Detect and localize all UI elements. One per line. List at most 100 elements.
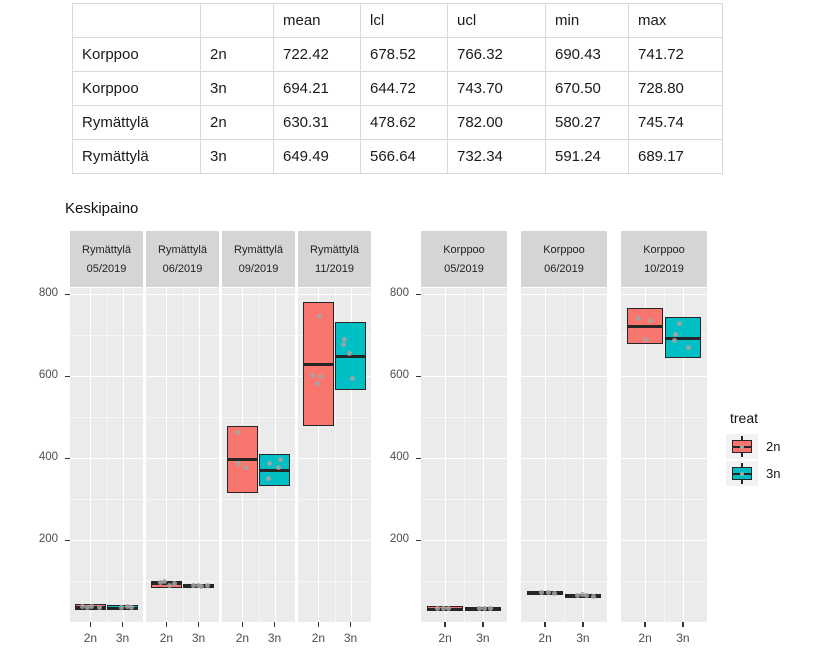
boxplot-box-2n bbox=[227, 425, 258, 494]
jitter-point bbox=[538, 589, 544, 595]
boxplot-median-line bbox=[627, 325, 664, 329]
chart-panel bbox=[222, 288, 295, 622]
x-axis-tick bbox=[644, 622, 646, 627]
y-axis-tick-label: 200 bbox=[38, 533, 58, 546]
table-cell: Rymättylä bbox=[72, 105, 201, 140]
x-axis-tick-label: 2n bbox=[438, 631, 452, 645]
table-cell: 2n bbox=[200, 37, 274, 72]
x-axis-tick bbox=[544, 622, 546, 627]
table-header-cell: max bbox=[628, 3, 723, 38]
jitter-point bbox=[676, 320, 682, 326]
x-axis-tick-label: 3n bbox=[576, 631, 590, 645]
jitter-point bbox=[89, 603, 95, 609]
gridline bbox=[350, 288, 352, 622]
facet-site-label: Rymättylä bbox=[158, 243, 207, 256]
table-cell: 728.80 bbox=[628, 71, 723, 106]
x-axis-tick-label: 3n bbox=[343, 631, 358, 645]
y-axis-tick-label: 600 bbox=[389, 369, 409, 382]
y-axis-tick bbox=[65, 293, 70, 296]
table-cell: 566.64 bbox=[360, 139, 448, 174]
table-cell: 766.32 bbox=[447, 37, 546, 72]
jitter-point bbox=[315, 380, 321, 386]
gridline bbox=[482, 288, 484, 622]
table-cell: 630.31 bbox=[273, 105, 361, 140]
y-axis-tick-label: 600 bbox=[38, 369, 58, 382]
gridline bbox=[545, 288, 547, 622]
jitter-point bbox=[310, 373, 316, 379]
table-cell: 591.24 bbox=[545, 139, 629, 174]
facet-period-label: 06/2019 bbox=[544, 262, 584, 275]
gridline bbox=[90, 288, 92, 622]
gridline bbox=[682, 288, 684, 622]
table-row: Korppoo 3n 694.21 644.72 743.70 670.50 728.80 bbox=[72, 71, 723, 106]
table-cell: 722.42 bbox=[273, 37, 361, 72]
boxplot-box-2n bbox=[303, 301, 334, 426]
facet-period-label: 05/2019 bbox=[444, 262, 484, 275]
facet-strip: Korppoo 06/2019 bbox=[521, 231, 607, 287]
legend-label-3n: 3n bbox=[766, 466, 781, 481]
gridline bbox=[182, 288, 184, 622]
table-header-cell: lcl bbox=[360, 3, 448, 38]
jitter-point bbox=[551, 590, 557, 596]
x-axis-tick bbox=[482, 622, 484, 627]
jitter-point bbox=[97, 604, 103, 610]
facet-site-label: Rymättylä bbox=[234, 243, 283, 256]
table-cell: 694.21 bbox=[273, 71, 361, 106]
jitter-point bbox=[318, 374, 324, 380]
x-axis-tick-label: 3n bbox=[191, 631, 206, 645]
x-axis-tick bbox=[89, 622, 92, 627]
jitter-point bbox=[673, 331, 679, 337]
x-axis-tick-label: 3n bbox=[267, 631, 282, 645]
jitter-point bbox=[482, 605, 488, 611]
chart-rymattyla: 200 400 600 800 Rymättylä 05/2019 2n 3n Rymättyl… bbox=[28, 231, 371, 656]
legend-key-2n-icon bbox=[726, 434, 758, 459]
jitter-point bbox=[84, 604, 90, 610]
facet-period-label: 06/2019 bbox=[162, 262, 203, 275]
x-axis-tick bbox=[317, 622, 320, 627]
jitter-point bbox=[167, 583, 172, 589]
jitter-point bbox=[487, 606, 493, 612]
table-cell: 782.00 bbox=[447, 105, 546, 140]
jitter-point bbox=[349, 376, 355, 382]
chart-panel bbox=[521, 288, 607, 622]
gridline bbox=[564, 288, 565, 622]
facet-site-label: Rymättylä bbox=[82, 243, 131, 256]
table-cell: 690.43 bbox=[545, 37, 629, 72]
facet-site-label: Korppoo bbox=[543, 243, 585, 256]
table-cell: 741.72 bbox=[628, 37, 723, 72]
y-axis-tick bbox=[416, 375, 421, 378]
gridline bbox=[582, 288, 584, 622]
legend-key-3n-icon bbox=[726, 461, 758, 486]
facet-strip: Korppoo 05/2019 bbox=[421, 231, 507, 287]
table-row: Rymättylä 3n 649.49 566.64 732.34 591.24 689.1… bbox=[72, 139, 723, 174]
table-header-cell bbox=[200, 3, 274, 38]
x-axis-tick bbox=[582, 622, 584, 627]
x-axis-tick-label: 3n bbox=[676, 631, 690, 645]
gridline bbox=[664, 288, 665, 622]
chart-panel bbox=[621, 288, 707, 622]
jitter-point bbox=[80, 604, 86, 610]
table-row: Rymättylä 2n 630.31 478.62 782.00 580.27 745.7… bbox=[72, 105, 723, 140]
table-cell: 3n bbox=[200, 139, 274, 174]
chart-panel bbox=[421, 288, 507, 622]
jitter-point bbox=[446, 606, 452, 612]
table-cell: 678.52 bbox=[360, 37, 448, 72]
jitter-point bbox=[435, 605, 441, 611]
boxplot-box-3n bbox=[664, 317, 701, 358]
facet-site-label: Rymättylä bbox=[310, 243, 359, 256]
boxplot-median-line bbox=[664, 337, 701, 340]
x-axis-tick bbox=[197, 622, 200, 627]
facet-strip: Korppoo 10/2019 bbox=[621, 231, 707, 287]
y-axis-tick-label: 400 bbox=[38, 451, 58, 464]
jitter-point bbox=[157, 579, 163, 585]
legend-title: treat bbox=[730, 410, 759, 426]
jitter-point bbox=[162, 579, 168, 585]
jitter-point bbox=[672, 337, 678, 343]
legend-entry-2n: 2n bbox=[726, 434, 806, 459]
table-cell: 649.49 bbox=[273, 139, 361, 174]
y-axis-tick bbox=[65, 457, 70, 460]
gridline bbox=[318, 288, 320, 622]
boxplot-median-line bbox=[151, 582, 182, 586]
x-axis-tick bbox=[121, 622, 124, 627]
table-cell: 670.50 bbox=[545, 71, 629, 106]
